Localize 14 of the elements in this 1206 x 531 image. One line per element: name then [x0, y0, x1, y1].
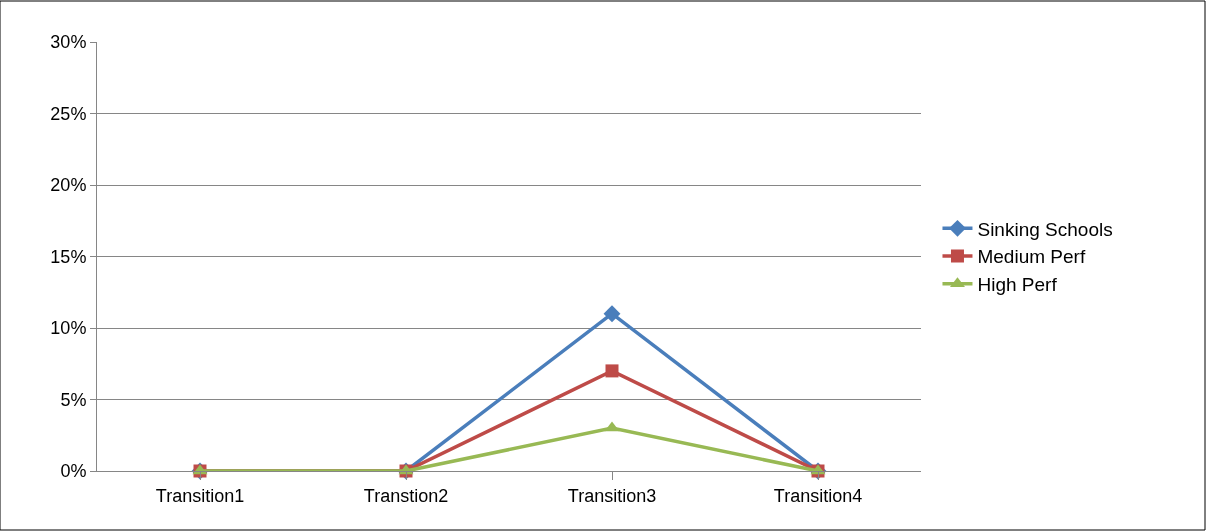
- y-tick-label: 25%: [50, 103, 87, 124]
- y-tick-label: 10%: [50, 318, 87, 339]
- y-tick-label: 15%: [50, 246, 87, 267]
- legend-label: Sinking Schools: [977, 218, 1113, 240]
- x-tick-label: Transition4: [773, 485, 863, 506]
- y-tick-label: 5%: [60, 389, 87, 410]
- y-tick-label: 20%: [50, 175, 87, 196]
- legend-label: Medium Perf: [977, 246, 1086, 268]
- x-tick-label: Transition1: [155, 485, 245, 506]
- legend-label: High Perf: [977, 274, 1058, 296]
- y-tick-label: 30%: [50, 32, 87, 53]
- x-tick-label: Transtion2: [363, 485, 449, 506]
- x-tick-label: Transition3: [567, 485, 657, 506]
- y-tick-label: 0%: [60, 461, 87, 482]
